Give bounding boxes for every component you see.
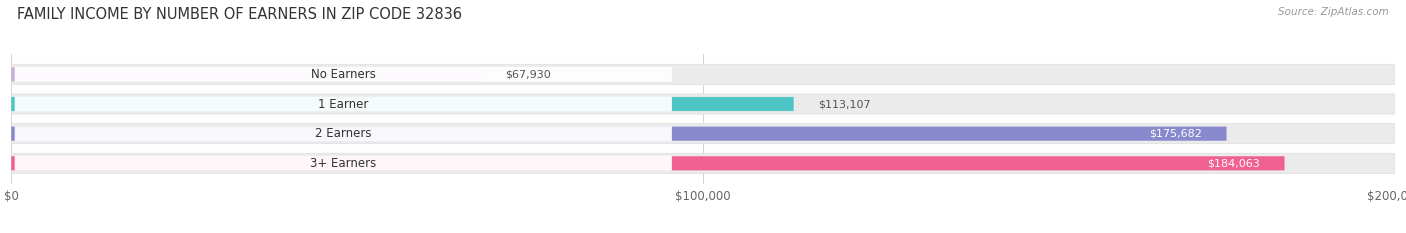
FancyBboxPatch shape	[11, 97, 793, 111]
FancyBboxPatch shape	[11, 153, 1395, 173]
Text: 2 Earners: 2 Earners	[315, 127, 371, 140]
Text: Source: ZipAtlas.com: Source: ZipAtlas.com	[1278, 7, 1389, 17]
FancyBboxPatch shape	[11, 123, 1395, 144]
Text: FAMILY INCOME BY NUMBER OF EARNERS IN ZIP CODE 32836: FAMILY INCOME BY NUMBER OF EARNERS IN ZI…	[17, 7, 463, 22]
FancyBboxPatch shape	[11, 127, 1226, 141]
Text: 1 Earner: 1 Earner	[318, 97, 368, 110]
FancyBboxPatch shape	[11, 67, 481, 81]
FancyBboxPatch shape	[14, 126, 672, 141]
Text: $184,063: $184,063	[1208, 158, 1260, 168]
Text: $113,107: $113,107	[818, 99, 870, 109]
Text: $175,682: $175,682	[1150, 129, 1202, 139]
Text: 3+ Earners: 3+ Earners	[311, 157, 377, 170]
FancyBboxPatch shape	[11, 94, 1395, 114]
FancyBboxPatch shape	[11, 64, 1395, 84]
FancyBboxPatch shape	[14, 156, 672, 171]
Text: No Earners: No Earners	[311, 68, 375, 81]
FancyBboxPatch shape	[14, 97, 672, 111]
Text: $67,930: $67,930	[505, 69, 551, 79]
FancyBboxPatch shape	[11, 156, 1285, 170]
FancyBboxPatch shape	[14, 67, 672, 82]
